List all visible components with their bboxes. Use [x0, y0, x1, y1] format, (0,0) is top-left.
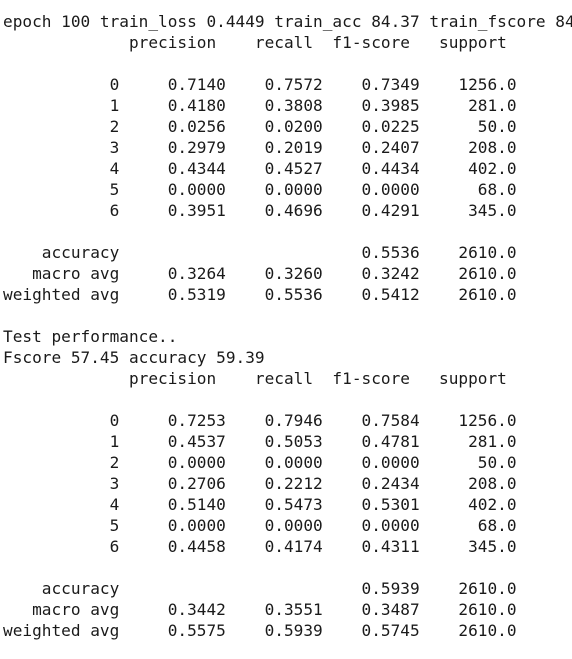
output-line: precision recall f1-score support — [3, 33, 507, 52]
output-line: 5 0.0000 0.0000 0.0000 68.0 — [3, 516, 517, 535]
output-line: 2 0.0000 0.0000 0.0000 50.0 — [3, 453, 517, 472]
output-line: 0 0.7140 0.7572 0.7349 1256.0 — [3, 75, 517, 94]
output-line: 1 0.4537 0.5053 0.4781 281.0 — [3, 432, 517, 451]
output-line: 0 0.7253 0.7946 0.7584 1256.0 — [3, 411, 517, 430]
output-line: 4 0.5140 0.5473 0.5301 402.0 — [3, 495, 517, 514]
output-line: macro avg 0.3264 0.3260 0.3242 2610.0 — [3, 264, 517, 283]
output-line: epoch 100 train_loss 0.4449 train_acc 84… — [3, 12, 572, 31]
output-line: accuracy 0.5536 2610.0 — [3, 243, 517, 262]
output-line: accuracy 0.5939 2610.0 — [3, 579, 517, 598]
output-line: Fscore 57.45 accuracy 59.39 — [3, 348, 265, 367]
output-line: macro avg 0.3442 0.3551 0.3487 2610.0 — [3, 600, 517, 619]
output-line: precision recall f1-score support — [3, 369, 507, 388]
output-line: 1 0.4180 0.3808 0.3985 281.0 — [3, 96, 517, 115]
output-line: 6 0.4458 0.4174 0.4311 345.0 — [3, 537, 517, 556]
output-line: weighted avg 0.5575 0.5939 0.5745 2610.0 — [3, 621, 517, 640]
output-line: 2 0.0256 0.0200 0.0225 50.0 — [3, 117, 517, 136]
output-line: 4 0.4344 0.4527 0.4434 402.0 — [3, 159, 517, 178]
output-line: 6 0.3951 0.4696 0.4291 345.0 — [3, 201, 517, 220]
output-line: 3 0.2979 0.2019 0.2407 208.0 — [3, 138, 517, 157]
console-output-text: epoch 100 train_loss 0.4449 train_acc 84… — [3, 12, 572, 640]
output-line: Test performance.. — [3, 327, 178, 346]
output-line: 3 0.2706 0.2212 0.2434 208.0 — [3, 474, 517, 493]
output-line: 5 0.0000 0.0000 0.0000 68.0 — [3, 180, 517, 199]
output-line: weighted avg 0.5319 0.5536 0.5412 2610.0 — [3, 285, 517, 304]
